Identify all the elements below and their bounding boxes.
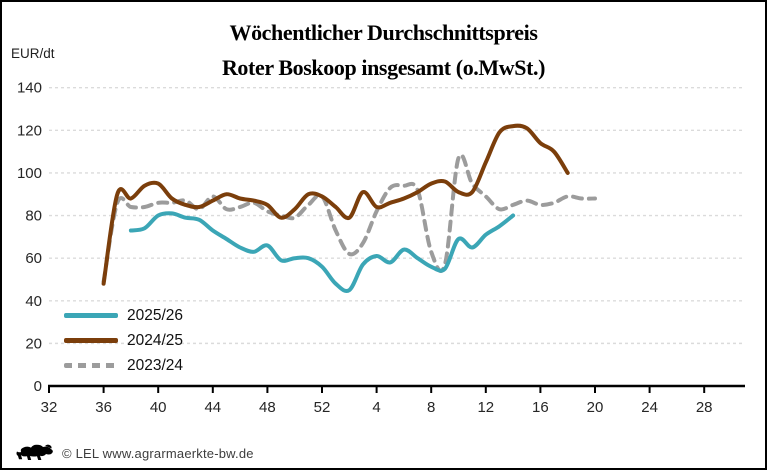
svg-text:40: 40 <box>25 293 42 310</box>
footer-copyright: © LEL www.agrarmaerkte-bw.de <box>62 445 254 461</box>
svg-text:52: 52 <box>314 399 331 416</box>
y-axis-tick-labels: 0 20 40 60 80 100 120 140 <box>17 80 42 395</box>
gridlines <box>49 86 745 345</box>
legend: 2025/26 2024/25 2023/24 <box>64 303 183 378</box>
svg-text:60: 60 <box>25 250 42 267</box>
svg-text:120: 120 <box>17 122 42 139</box>
svg-text:24: 24 <box>641 399 658 416</box>
chart-title-line2: Roter Boskoop insgesamt (o.MwSt.) <box>221 55 546 80</box>
legend-item-2023-24: 2023/24 <box>64 353 183 378</box>
svg-text:48: 48 <box>259 399 276 416</box>
svg-text:12: 12 <box>477 399 494 416</box>
legend-label-2025-26: 2025/26 <box>127 306 184 324</box>
svg-text:0: 0 <box>34 378 42 395</box>
series-line-2023-24 <box>101 152 597 284</box>
footer: © LEL www.agrarmaerkte-bw.de <box>15 443 254 463</box>
legend-line-sample-2024-25 <box>64 338 118 343</box>
svg-text:20: 20 <box>587 399 604 416</box>
legend-label-2024-25: 2024/25 <box>127 331 184 349</box>
svg-text:140: 140 <box>17 80 42 97</box>
svg-text:40: 40 <box>150 399 167 416</box>
series-line-2025-26 <box>128 211 516 293</box>
lel-lion-logo <box>16 444 53 460</box>
svg-text:28: 28 <box>696 399 713 416</box>
legend-line-sample-2023-24 <box>64 363 118 368</box>
svg-text:80: 80 <box>25 208 42 225</box>
legend-label-2023-24: 2023/24 <box>127 356 184 374</box>
svg-text:20: 20 <box>25 335 42 352</box>
series-line-2024-25 <box>101 123 570 286</box>
svg-text:16: 16 <box>532 399 549 416</box>
svg-text:36: 36 <box>95 399 112 416</box>
svg-text:8: 8 <box>427 399 435 416</box>
y-axis-unit-label: EUR/dt <box>11 46 55 61</box>
svg-text:100: 100 <box>17 165 42 182</box>
x-axis: 32 36 40 44 48 52 4 8 12 16 20 24 28 <box>41 384 745 416</box>
legend-item-2025-26: 2025/26 <box>64 303 183 328</box>
legend-line-sample-2025-26 <box>64 313 118 318</box>
svg-text:32: 32 <box>41 399 58 416</box>
svg-text:4: 4 <box>372 399 380 416</box>
chart-title: Wöchentlicher Durchschnittspreis Roter B… <box>2 15 765 85</box>
svg-text:44: 44 <box>204 399 221 416</box>
legend-item-2024-25: 2024/25 <box>64 328 183 353</box>
chart-title-line1: Wöchentlicher Durchschnittspreis <box>229 20 538 45</box>
